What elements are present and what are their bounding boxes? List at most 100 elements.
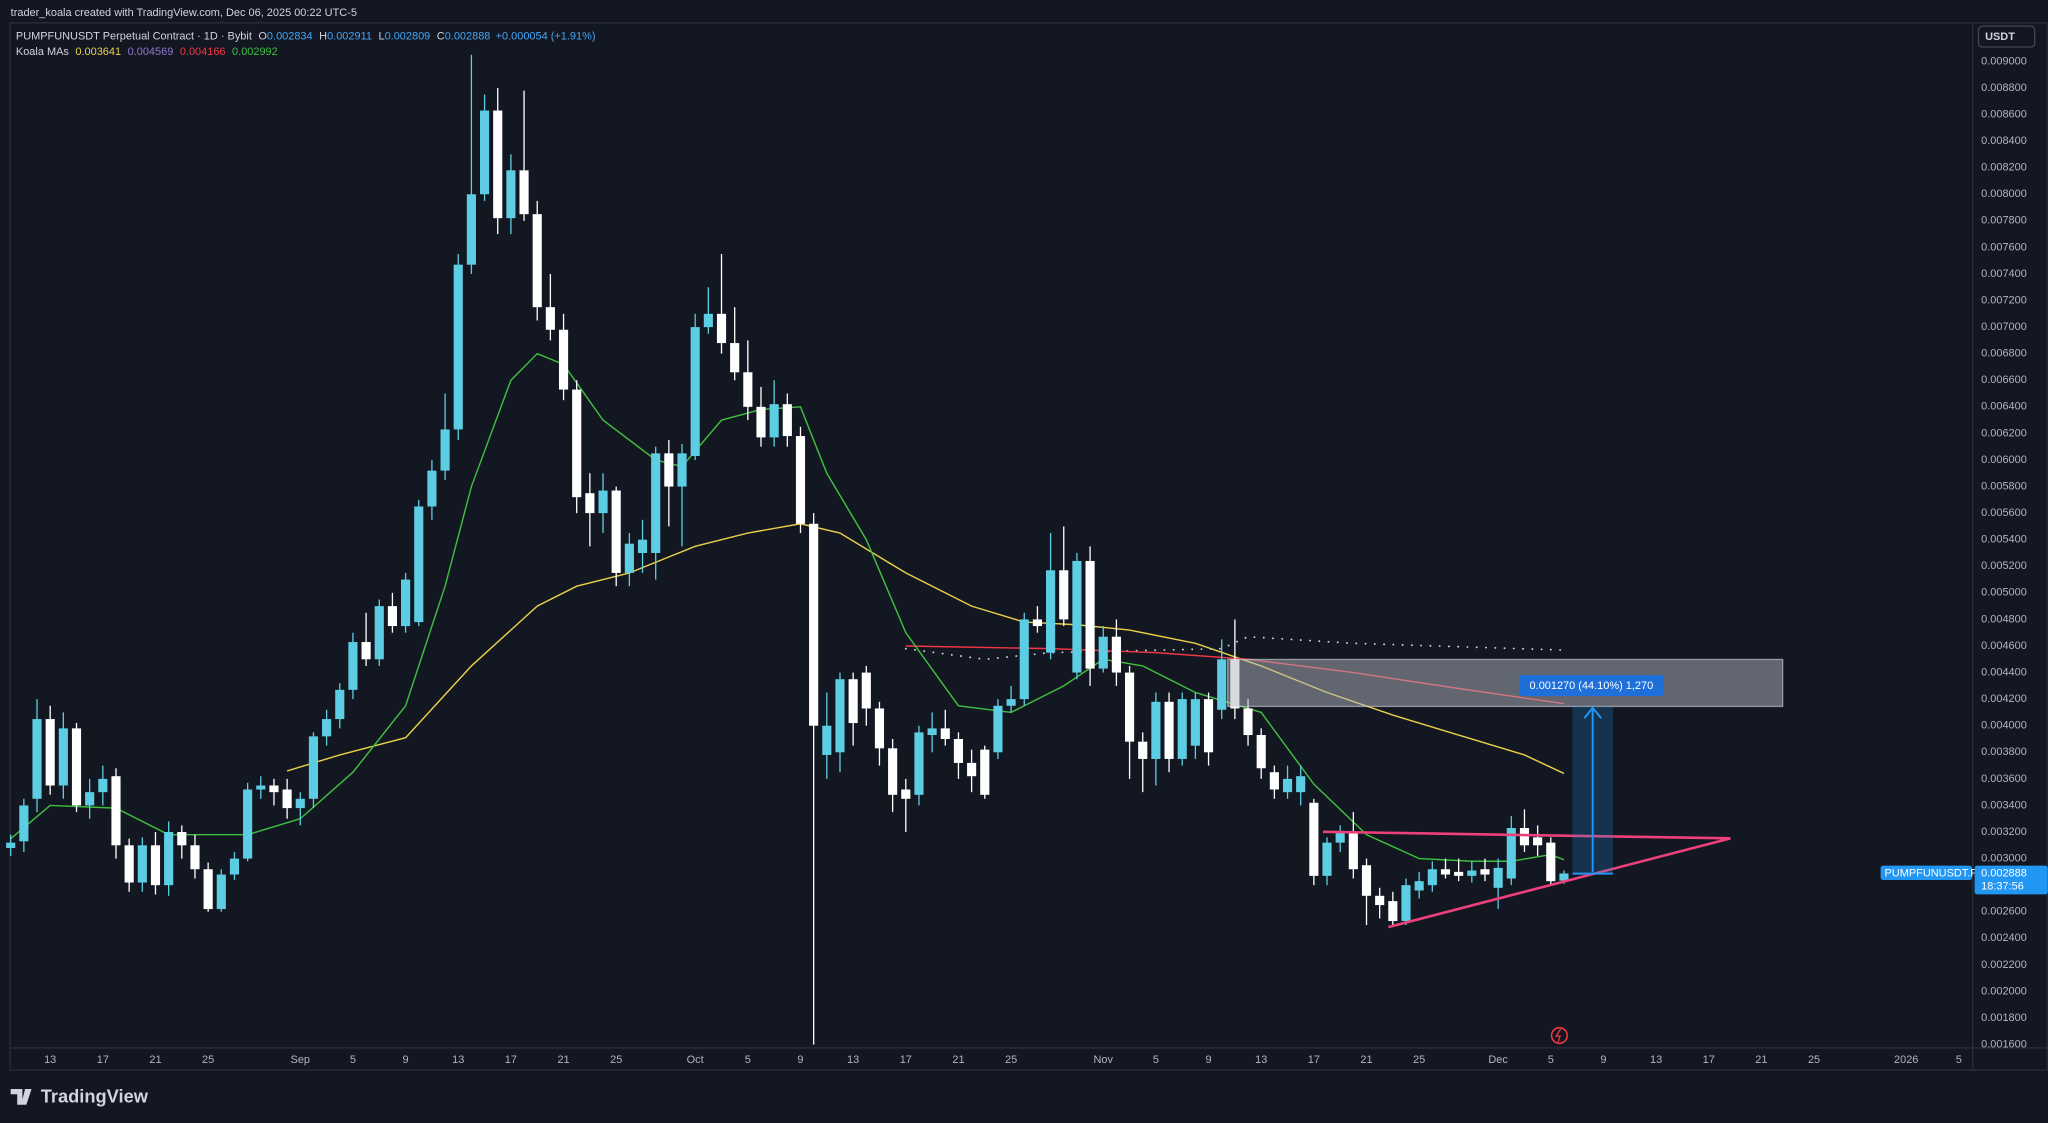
x-tick-label: 17	[1703, 1054, 1715, 1066]
ohlc-value: 0.002911	[327, 30, 372, 42]
candle-body	[716, 313, 727, 344]
candle-body	[1059, 570, 1069, 620]
x-tick-label: 21	[952, 1054, 964, 1066]
candle-body	[1190, 699, 1200, 746]
y-tick-label: 0.004800	[1981, 613, 2027, 625]
candle-body	[32, 719, 42, 799]
candle-body	[124, 845, 134, 883]
candle-body	[1217, 659, 1227, 710]
plot-area	[6, 54, 1569, 1045]
range-zone[interactable]	[1227, 658, 1784, 708]
candle-body	[440, 429, 450, 471]
candle-body	[1375, 895, 1385, 906]
y-tick-label: 0.002600	[1981, 906, 2027, 918]
y-tick-label: 0.004200	[1981, 693, 2027, 705]
candle-body	[598, 490, 608, 514]
candle-body	[1098, 636, 1108, 669]
ohlc-label: L	[378, 30, 384, 42]
y-tick-label: 0.007400	[1981, 268, 2027, 280]
candle-body	[874, 708, 885, 749]
candle-body	[914, 732, 924, 795]
candle-body	[374, 606, 384, 660]
x-tick-label: 13	[1255, 1054, 1267, 1066]
y-tick-label: 0.007200	[1981, 294, 2027, 306]
y-tick-label: 0.006400	[1981, 401, 2027, 413]
x-tick-label: 25	[1005, 1054, 1017, 1066]
currency-button[interactable]	[1977, 25, 2036, 48]
candle-body	[1177, 699, 1187, 759]
candle-body	[967, 762, 977, 777]
candle-body	[1138, 741, 1148, 759]
candle-body	[1546, 842, 1556, 882]
candle-body	[164, 832, 174, 886]
x-tick-label: 5	[1548, 1054, 1554, 1066]
candle-body	[295, 798, 305, 809]
candle-body	[216, 874, 226, 910]
candle-body	[1519, 828, 1530, 846]
x-tick-label: 13	[847, 1054, 859, 1066]
candle-body	[519, 170, 529, 215]
candle-body	[1440, 869, 1451, 875]
trend-line[interactable]	[1387, 837, 1731, 929]
y-tick-label: 0.005800	[1981, 480, 2027, 492]
y-tick-label: 0.007000	[1981, 321, 2027, 333]
change-value: +0.000054 (+1.91%)	[496, 30, 596, 42]
candle-body	[572, 389, 582, 498]
candle-body	[558, 329, 569, 390]
candle-body	[901, 789, 911, 799]
ohlc-label: C	[437, 30, 445, 42]
y-tick-label: 0.008600	[1981, 108, 2027, 120]
candle-body	[664, 453, 674, 487]
y-tick-label: 0.005400	[1981, 534, 2027, 546]
x-tick-label: 25	[1413, 1054, 1425, 1066]
candle-body	[1072, 560, 1082, 673]
y-tick-label: 0.003800	[1981, 746, 2027, 758]
candle-body	[1454, 871, 1464, 876]
candle-body	[479, 110, 490, 195]
candle-body	[1388, 901, 1398, 922]
y-tick-label: 0.002200	[1981, 959, 2027, 971]
candle-body	[795, 436, 806, 524]
y-tick-label: 0.003400	[1981, 799, 2027, 811]
x-tick-label: 17	[1308, 1054, 1320, 1066]
candle-body	[137, 845, 147, 883]
candle-body	[1151, 701, 1161, 759]
candle-body	[690, 327, 700, 456]
candle-body	[466, 194, 476, 265]
candle-body	[427, 470, 437, 507]
candle-body	[58, 728, 68, 786]
y-tick-label: 0.006800	[1981, 348, 2027, 360]
x-tick-label: 21	[149, 1054, 161, 1066]
y-tick-label: 0.008400	[1981, 135, 2027, 147]
candle-body	[45, 719, 55, 786]
candle-body	[1335, 832, 1345, 843]
x-tick-label: 5	[745, 1054, 751, 1066]
y-tick-label: 0.008800	[1981, 82, 2027, 94]
candle-body	[1348, 832, 1358, 870]
logo-mark	[10, 1089, 32, 1105]
candle-body	[1164, 701, 1174, 759]
candle-body	[348, 642, 358, 690]
candle-body	[585, 493, 595, 514]
x-tick-label: Oct	[687, 1054, 704, 1066]
measure-arrowhead	[1583, 706, 1602, 719]
candle-body	[743, 372, 753, 407]
y-tick-label: 0.008200	[1981, 162, 2027, 174]
event-icon-bolt	[1554, 1028, 1562, 1043]
candle-body	[809, 523, 819, 726]
candle-body	[1506, 828, 1516, 879]
event-icon[interactable]	[1550, 1026, 1569, 1045]
candle-body	[1032, 619, 1042, 627]
x-tick-label: 9	[1206, 1054, 1212, 1066]
candle-body	[269, 785, 279, 793]
candle-body	[1309, 802, 1319, 876]
x-tick-label: 9	[797, 1054, 803, 1066]
trend-line[interactable]	[1323, 830, 1731, 840]
candle-body	[256, 785, 266, 790]
candle-body	[848, 679, 858, 724]
candle-body	[1467, 870, 1477, 876]
logo-text: TradingView	[41, 1085, 149, 1106]
candle-body	[85, 792, 95, 806]
candle-body	[532, 214, 542, 308]
